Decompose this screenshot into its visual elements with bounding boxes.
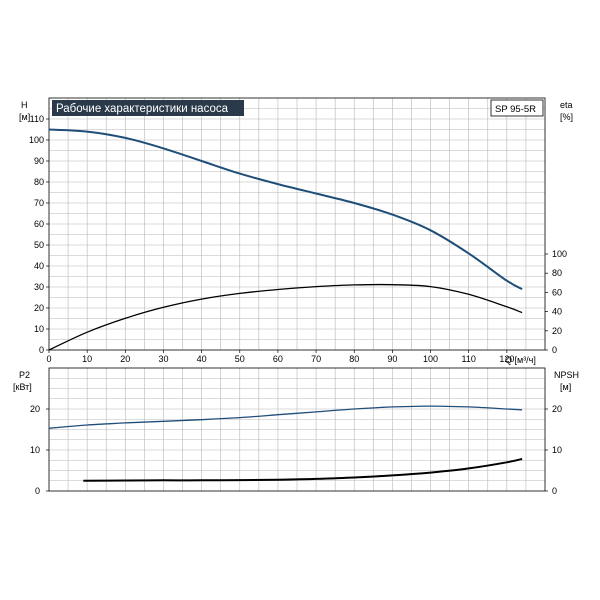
npsh-tick-label: 10: [552, 445, 562, 455]
chart-title: Рабочие характеристики насоса: [56, 103, 229, 115]
h-tick-label: 40: [34, 261, 44, 271]
x-tick-label: 30: [158, 354, 168, 364]
h-tick-label: 30: [34, 282, 44, 292]
npsh-axis-label: NPSH: [554, 370, 579, 380]
eta-tick-label: 40: [552, 307, 562, 317]
h-tick-label: 0: [39, 345, 44, 355]
h-axis-label: H: [21, 100, 28, 110]
tick-labels: 0 10 20 30 40 50 60 70 80 90 100 110 120010203040506…: [29, 114, 567, 496]
h-tick-label: 70: [34, 198, 44, 208]
bottom-plot-frame: [48, 367, 546, 492]
x-tick-label: 50: [235, 354, 245, 364]
npsh-tick-label: 20: [552, 404, 562, 414]
eta-tick-label: 0: [552, 345, 557, 355]
h-tick-label: 10: [34, 324, 44, 334]
eta-axis-label: eta: [560, 100, 573, 110]
eta-curve: [48, 283, 523, 351]
npsh-curve: [83, 458, 523, 482]
h-axis-unit: [м]: [19, 112, 30, 122]
h-tick-label: 20: [34, 303, 44, 313]
eta-tick-label: 80: [552, 268, 562, 278]
curves: [48, 128, 523, 482]
q-axis-label: Q [м³/ч]: [505, 355, 536, 365]
chart-title-box: [52, 100, 244, 116]
eta-axis-unit: [%]: [560, 112, 573, 122]
p2-tick-label: 10: [30, 445, 40, 455]
p2-tick-label: 20: [30, 404, 40, 414]
x-tick-label: 70: [311, 354, 321, 364]
top-grid: [49, 98, 545, 350]
p2-curve: [48, 405, 523, 429]
x-tick-label: 20: [120, 354, 130, 364]
eta-tick-label: 20: [552, 326, 562, 336]
x-tick-label: 40: [197, 354, 207, 364]
h-curve: [48, 128, 523, 290]
h-tick-label: 90: [34, 156, 44, 166]
h-tick-label: 80: [34, 177, 44, 187]
x-tick-label: 10: [82, 354, 92, 364]
x-tick-label: 100: [423, 354, 438, 364]
x-tick-label: 110: [462, 354, 476, 364]
bottom-grid: [49, 368, 545, 491]
p2-axis-unit: [кВт]: [13, 382, 32, 392]
eta-tick-label: 60: [552, 287, 562, 297]
h-tick-label: 50: [34, 240, 44, 250]
npsh-axis-unit: [м]: [560, 382, 571, 392]
x-tick-label: 120: [499, 354, 514, 364]
x-tick-label: 80: [349, 354, 359, 364]
x-tick-label: 90: [387, 354, 397, 364]
model-label: SP 95-5R: [495, 104, 536, 115]
x-tick-label: 60: [273, 354, 283, 364]
h-tick-label: 60: [34, 219, 44, 229]
eta-tick-label: 100: [552, 249, 567, 259]
x-tick-label: 0: [46, 354, 51, 364]
h-tick-label: 110: [30, 114, 44, 124]
p2-axis-label: P2: [19, 370, 30, 380]
h-tick-label: 100: [29, 135, 44, 145]
p2-tick-label: 0: [35, 486, 40, 496]
npsh-tick-label: 0: [552, 486, 557, 496]
model-box: [490, 99, 544, 117]
